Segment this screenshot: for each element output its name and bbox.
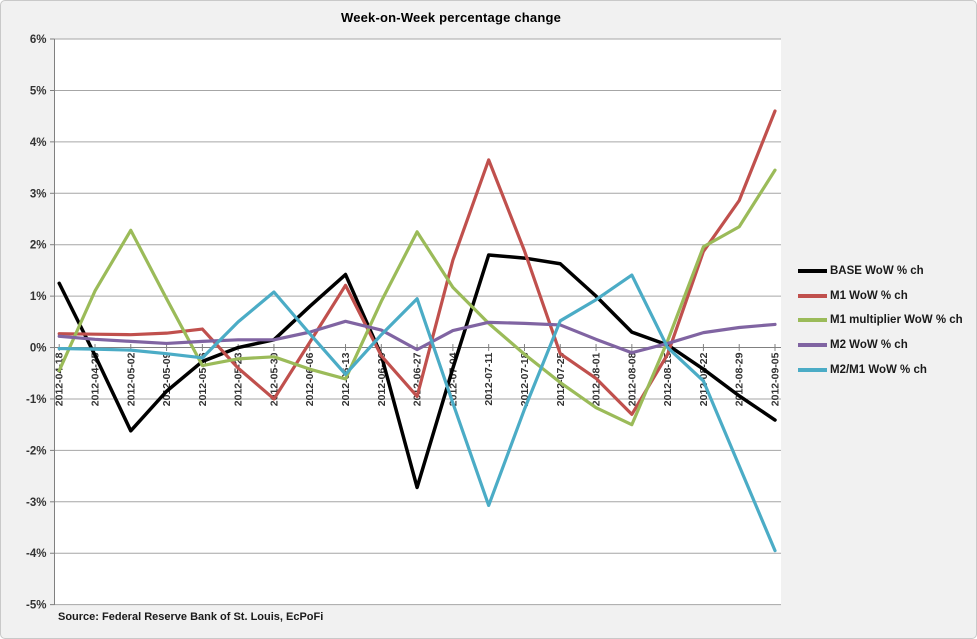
legend-item: M2/M1 WoW % ch xyxy=(798,357,963,382)
legend-label: M1 WoW % ch xyxy=(830,289,908,302)
x-axis-label: 2012-07-18 xyxy=(519,352,531,406)
x-axis-label: 2012-07-25 xyxy=(555,352,567,406)
legend-swatch xyxy=(798,343,827,348)
y-axis-label: 5% xyxy=(30,85,47,97)
series-line-m1-wow-ch xyxy=(57,109,777,416)
x-axis-label: 2012-04-25 xyxy=(89,352,101,406)
series-line-m1-multiplier-wow-ch xyxy=(57,168,777,427)
y-axis-label: -4% xyxy=(26,548,46,560)
x-axis-label: 2012-08-15 xyxy=(662,352,674,406)
legend-swatch xyxy=(798,367,827,372)
legend-label: M2/M1 WoW % ch xyxy=(830,363,927,376)
x-axis-label: 2012-06-06 xyxy=(304,352,316,406)
y-axis-label: 0% xyxy=(30,343,47,355)
legend-swatch xyxy=(798,293,827,298)
legend: BASE WoW % ch M1 WoW % ch M1 multiplier Wo… xyxy=(798,259,963,382)
y-axis-label: -3% xyxy=(26,497,46,509)
series-line-m2-m1-wow-ch xyxy=(57,273,777,553)
chart-title: Week-on-Week percentage change xyxy=(340,10,562,25)
y-axis-label: 2% xyxy=(30,240,47,252)
legend-item: BASE WoW % ch xyxy=(798,259,963,284)
legend-label: BASE WoW % ch xyxy=(830,265,924,278)
y-axis-label: 1% xyxy=(30,291,47,303)
x-axis-label: 2012-05-09 xyxy=(161,352,173,406)
x-axis-label: 2012-08-08 xyxy=(626,352,638,406)
legend-swatch xyxy=(798,269,827,274)
x-axis-label: 2012-05-02 xyxy=(125,352,137,406)
legend-item: M1 WoW % ch xyxy=(798,284,963,309)
y-axis-label: 4% xyxy=(30,137,47,149)
series-line-m2-wow-ch xyxy=(57,319,777,355)
plot-background xyxy=(54,39,781,605)
legend-label: M1 multiplier WoW % ch xyxy=(830,314,963,327)
x-axis-label: 2012-07-11 xyxy=(483,352,495,405)
y-axis-label: 3% xyxy=(30,188,47,200)
legend-swatch xyxy=(798,318,827,323)
y-axis-label: -1% xyxy=(26,394,46,406)
series-line-base-wow-ch xyxy=(57,253,777,490)
source-note: Source: Federal Reserve Bank of St. Loui… xyxy=(58,611,324,623)
legend-label: M2 WoW % ch xyxy=(830,339,908,352)
legend-item: M1 multiplier WoW % ch xyxy=(798,308,963,333)
legend-item: M2 WoW % ch xyxy=(798,333,963,358)
x-axis-label: 2012-04-18 xyxy=(54,352,66,406)
y-axis-label: -2% xyxy=(26,445,46,457)
y-axis-label: -5% xyxy=(26,600,46,612)
y-axis-label: 6% xyxy=(30,34,47,46)
x-axis-label: 2012-09-05 xyxy=(770,352,782,406)
